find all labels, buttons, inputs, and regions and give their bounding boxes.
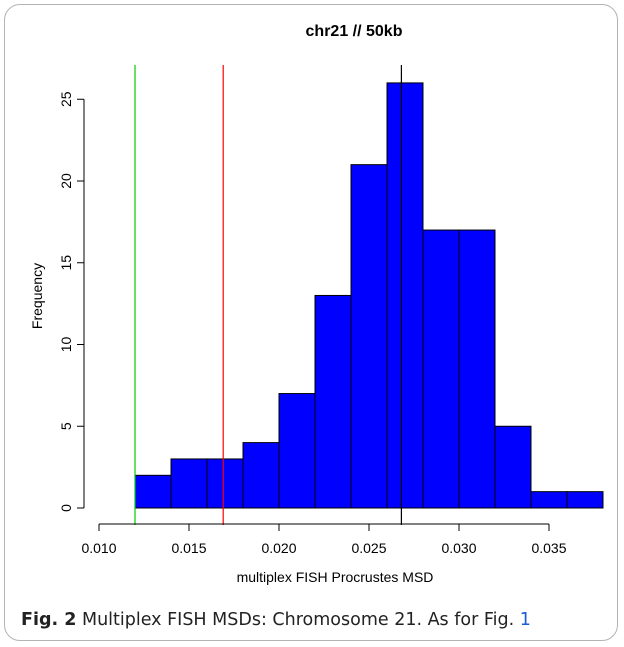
histogram-bar <box>530 491 568 509</box>
x-tick-label: 0.020 <box>261 540 296 556</box>
y-axis: 0 5 10 15 20 25 <box>58 91 85 512</box>
y-tick-label: 15 <box>58 255 74 271</box>
y-tick-label: 20 <box>58 173 74 189</box>
histogram-bar <box>458 229 496 509</box>
caption-label: Fig. 2 <box>21 610 77 630</box>
figure-reference-link[interactable]: 1 <box>519 610 531 630</box>
histogram-bar <box>386 82 424 509</box>
histogram-bar <box>566 491 604 509</box>
histogram-bar <box>134 474 172 509</box>
x-axis: 0.010 0.015 0.020 0.025 0.030 0.035 <box>81 523 567 556</box>
x-tick-label: 0.015 <box>171 540 206 556</box>
x-tick-label: 0.035 <box>531 540 566 556</box>
x-tick-label: 0.025 <box>351 540 386 556</box>
x-tick-label: 0.010 <box>81 540 116 556</box>
reference-lines <box>134 65 402 525</box>
histogram-bar <box>170 458 208 509</box>
figure-caption: Fig. 2 Multiplex FISH MSDs: Chromosome 2… <box>21 610 531 630</box>
y-tick-label: 0 <box>58 504 74 512</box>
histogram-chart: chr21 // 50kb 0.010 0.015 0.020 0.025 0.030 0… <box>29 23 604 585</box>
histogram-bar <box>314 294 352 509</box>
histogram-bar <box>278 393 316 509</box>
histogram-bar <box>494 425 532 509</box>
x-tick-label: 0.030 <box>441 540 476 556</box>
histogram-bar <box>242 442 280 509</box>
histogram-bar <box>206 458 244 509</box>
histogram-bar <box>422 229 460 509</box>
chart-title: chr21 // 50kb <box>306 23 403 40</box>
y-tick-label: 5 <box>58 422 74 430</box>
histogram-bar <box>350 164 388 509</box>
histogram-bars <box>134 82 604 509</box>
figure-frame <box>4 4 618 641</box>
caption-text: Multiplex FISH MSDs: Chromosome 21. As f… <box>76 610 520 630</box>
y-axis-label: Frequency <box>29 263 45 329</box>
y-tick-label: 25 <box>58 91 74 107</box>
y-tick-label: 10 <box>58 337 74 353</box>
x-axis-label: multiplex FISH Procrustes MSD <box>237 569 434 585</box>
